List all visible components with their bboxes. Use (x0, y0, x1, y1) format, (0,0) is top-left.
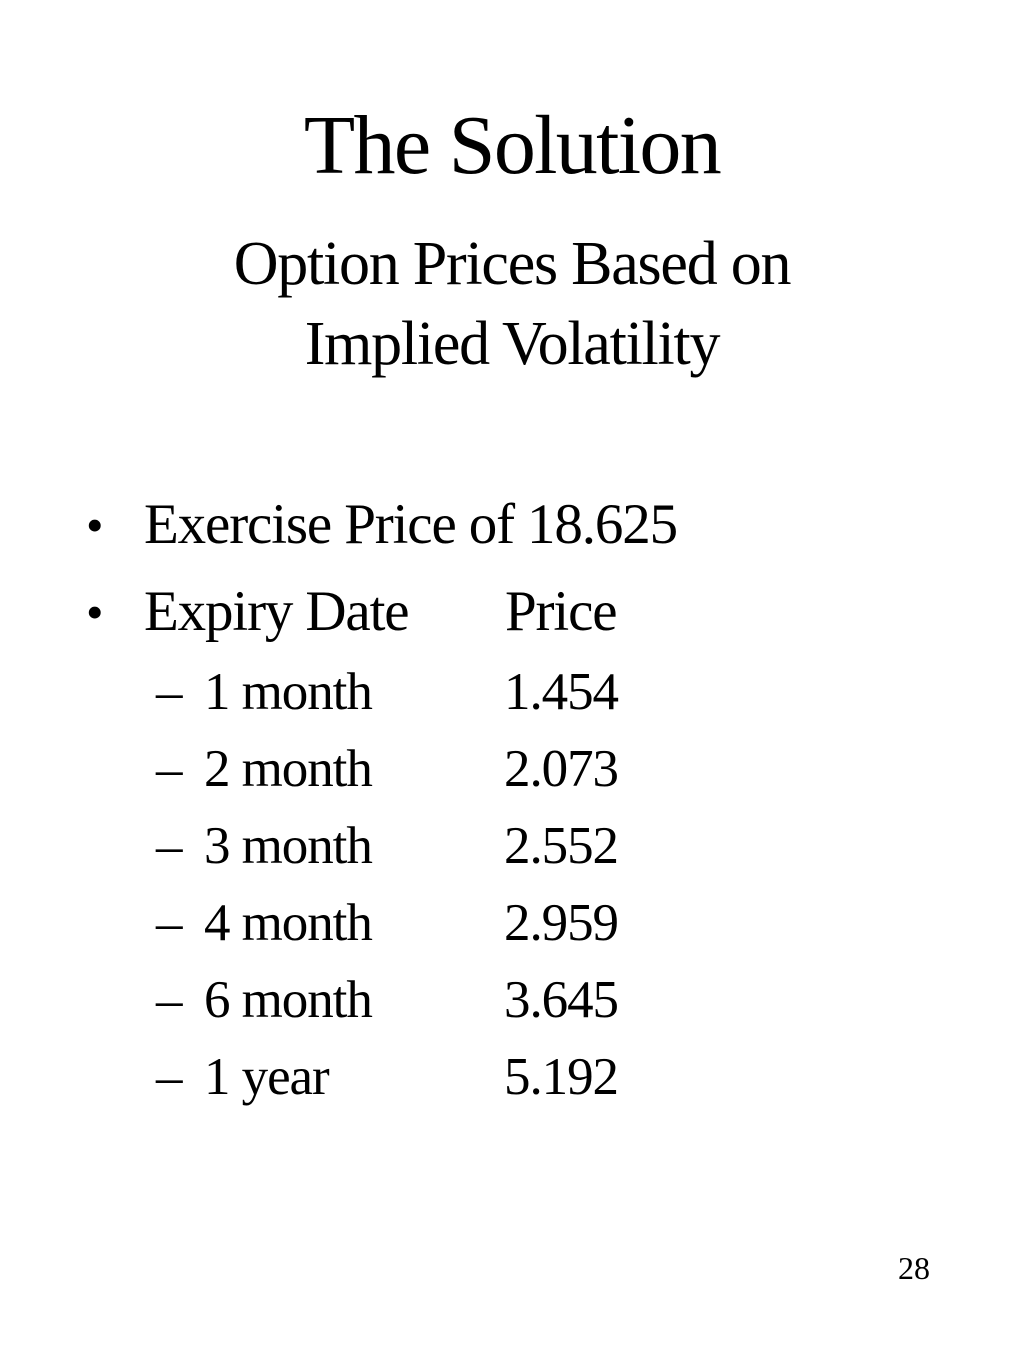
bullet-icon: • (86, 584, 103, 640)
expiry-label: 3 month (204, 817, 373, 875)
dash-icon: – (156, 740, 183, 798)
expiry-label: 2 month (204, 740, 373, 798)
slide-subtitle-line-1: Option Prices Based on (233, 230, 792, 298)
page-number: 28 (898, 1250, 930, 1286)
dash-icon: – (156, 971, 183, 1029)
bullet-item-exercise-price: Exercise Price of 18.625 (144, 493, 678, 556)
dash-icon: – (156, 1048, 183, 1106)
price-column-header: Price (505, 580, 618, 643)
bullet-icon: • (86, 497, 103, 553)
price-value: 3.645 (504, 971, 619, 1029)
price-value: 1.454 (504, 663, 619, 721)
price-value: 2.073 (504, 740, 619, 798)
slide-subtitle-line-2: Implied Volatility (304, 310, 721, 378)
price-value: 5.192 (504, 1048, 619, 1106)
expiry-label: 6 month (204, 971, 373, 1029)
dash-icon: – (156, 894, 183, 952)
price-value: 2.959 (504, 894, 619, 952)
dash-icon: – (156, 663, 183, 721)
expiry-date-column-header: Expiry Date (144, 580, 410, 643)
expiry-label: 4 month (204, 894, 373, 952)
expiry-label: 1 month (204, 663, 373, 721)
expiry-label: 1 year (204, 1048, 330, 1106)
price-value: 2.552 (504, 817, 619, 875)
dash-icon: – (156, 817, 183, 875)
slide-title: The Solution (303, 99, 722, 192)
